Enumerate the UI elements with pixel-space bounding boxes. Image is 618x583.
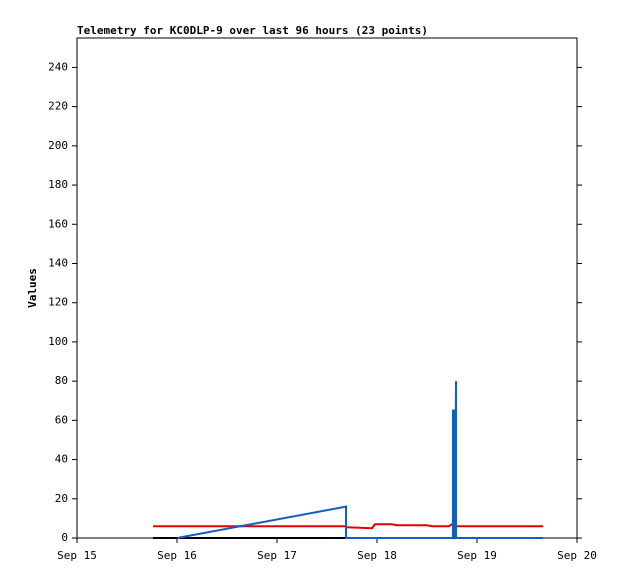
y-tick-label: 100 bbox=[48, 335, 68, 348]
x-tick-label: Sep 18 bbox=[357, 549, 397, 562]
y-tick-label: 200 bbox=[48, 139, 68, 152]
x-tick-label: Sep 20 bbox=[557, 549, 597, 562]
y-tick-label: 0 bbox=[61, 531, 68, 544]
y-tick-label: 60 bbox=[55, 413, 68, 426]
y-axis-label: Values bbox=[26, 268, 39, 308]
x-tick-label: Sep 15 bbox=[57, 549, 97, 562]
y-tick-label: 40 bbox=[55, 453, 68, 466]
chart-title: Telemetry for KC0DLP-9 over last 96 hour… bbox=[77, 24, 428, 37]
y-tick-label: 80 bbox=[55, 374, 68, 387]
series-line bbox=[153, 523, 543, 530]
y-tick-label: 20 bbox=[55, 492, 68, 505]
series-line bbox=[176, 381, 543, 539]
y-tick-label: 240 bbox=[48, 60, 68, 73]
y-tick-label: 120 bbox=[48, 296, 68, 309]
x-tick-label: Sep 16 bbox=[157, 549, 197, 562]
y-tick-label: 160 bbox=[48, 217, 68, 230]
x-tick-label: Sep 17 bbox=[257, 549, 297, 562]
y-tick-label: 140 bbox=[48, 256, 68, 269]
y-tick-label: 220 bbox=[48, 100, 68, 113]
plot-frame bbox=[76, 37, 578, 539]
x-tick-label: Sep 19 bbox=[457, 549, 497, 562]
y-tick-label: 180 bbox=[48, 178, 68, 191]
